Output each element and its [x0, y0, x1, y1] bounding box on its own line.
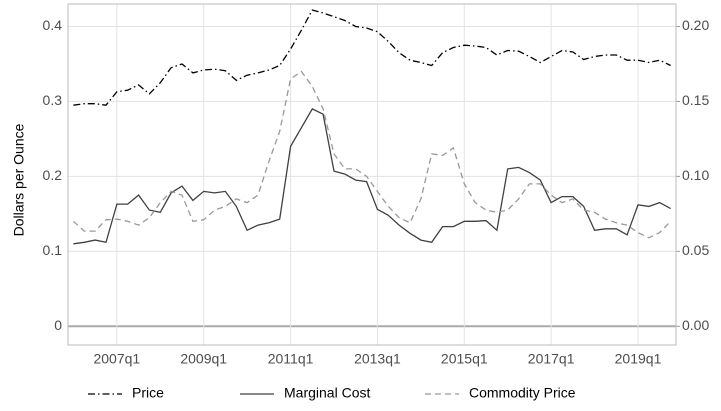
y-tick-label: 0.4: [43, 17, 63, 33]
x-tick-label: 2009q1: [180, 351, 227, 367]
legend-label: Price: [132, 385, 164, 401]
x-tick-label: 2011q1: [268, 351, 314, 367]
line-series: [72, 70, 672, 239]
y2-tick-label: 0.10: [682, 167, 709, 183]
y-tick-label: 0.1: [43, 242, 63, 258]
legend-label: Marginal Cost: [284, 385, 370, 401]
legend-label: Commodity Price: [469, 385, 576, 401]
line-series: [73, 9, 671, 106]
y-tick-label: 0.2: [43, 167, 63, 183]
plot-frame: [67, 3, 677, 346]
y2-tick-label: 0.15: [682, 92, 709, 108]
y-tick-label: 0: [54, 317, 62, 333]
y2-tick-label: 0.00: [682, 317, 709, 333]
x-tick-label: 2017q1: [528, 351, 575, 367]
y-axis-label: Dollars per Ounce: [11, 123, 27, 236]
y2-tick-label: 0.20: [682, 17, 709, 33]
x-tick-label: 2007q1: [93, 351, 140, 367]
y2-tick-label: 0.05: [682, 242, 709, 258]
x-tick-label: 2015q1: [441, 351, 488, 367]
y-tick-label: 0.3: [43, 92, 63, 108]
x-tick-label: 2013q1: [354, 351, 401, 367]
x-tick-label: 2019q1: [615, 351, 662, 367]
